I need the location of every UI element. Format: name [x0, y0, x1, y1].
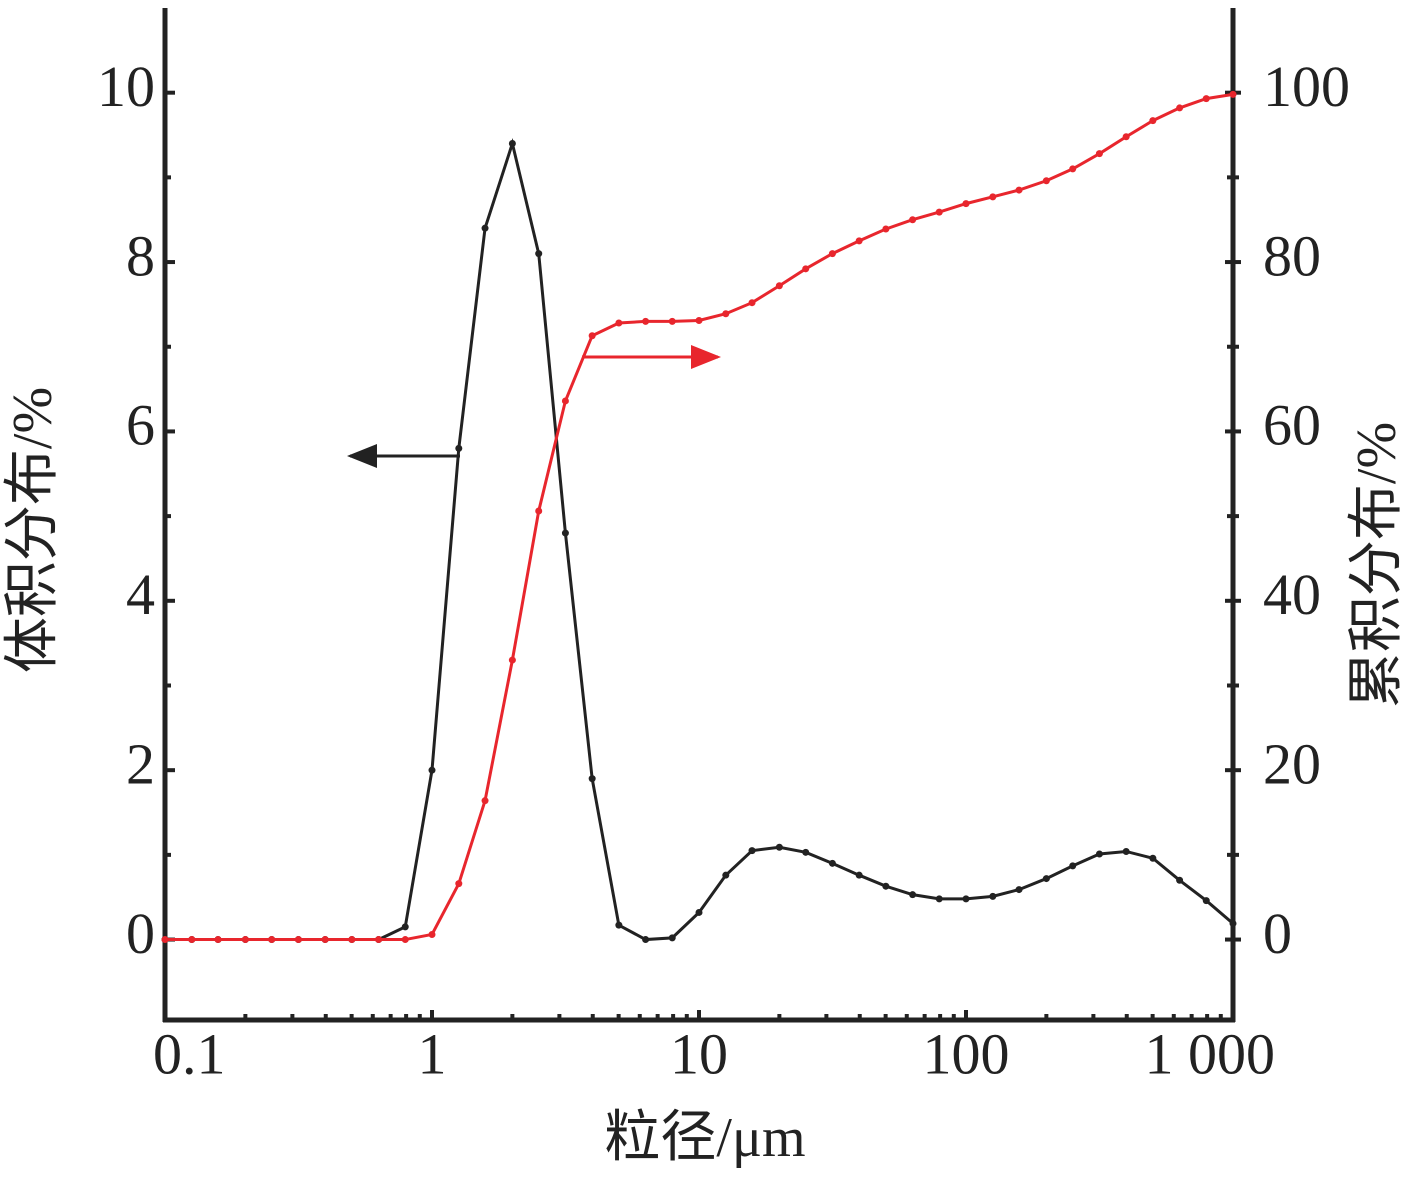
- data-point: [1015, 186, 1023, 194]
- data-point: [1149, 117, 1157, 125]
- data-point: [802, 265, 810, 273]
- data-point: [428, 766, 436, 774]
- data-point: [962, 895, 970, 903]
- data-point: [561, 397, 569, 405]
- y2-tick-label: 80: [1263, 223, 1321, 288]
- x-axis-label: 粒径/μm: [604, 1107, 805, 1169]
- data-point: [722, 871, 730, 879]
- data-point: [775, 282, 783, 290]
- y2-tick-label: 0: [1263, 901, 1292, 966]
- data-point: [748, 299, 756, 307]
- x-tick-label: 1: [418, 1021, 447, 1086]
- data-point: [1122, 847, 1130, 855]
- data-point: [321, 936, 329, 944]
- data-point: [935, 895, 943, 903]
- y-tick-label: 8: [126, 223, 155, 288]
- y-tick-label: 6: [126, 393, 155, 458]
- data-point: [1015, 886, 1023, 894]
- data-point: [695, 908, 703, 916]
- data-point: [401, 936, 409, 944]
- data-point: [268, 936, 276, 944]
- data-point: [508, 656, 516, 664]
- data-point: [375, 936, 383, 944]
- y-tick-label: 0: [126, 901, 155, 966]
- data-point: [668, 317, 676, 325]
- x-tick-label: 100: [923, 1021, 1010, 1086]
- data-point: [561, 529, 569, 537]
- data-point: [1122, 133, 1130, 141]
- data-point: [1229, 90, 1237, 98]
- x-tick-label: 10: [670, 1021, 728, 1086]
- data-point: [348, 936, 356, 944]
- data-point: [989, 193, 997, 201]
- y-tick-label: 10: [97, 54, 155, 119]
- data-point: [855, 871, 863, 879]
- data-point: [775, 843, 783, 851]
- y2-tick-label: 100: [1263, 54, 1350, 119]
- data-point: [1149, 854, 1157, 862]
- data-point: [1042, 177, 1050, 185]
- data-point: [1176, 876, 1184, 884]
- data-point: [1202, 897, 1210, 905]
- data-point: [455, 444, 463, 452]
- data-point: [1069, 862, 1077, 870]
- y-axis-label: 体积分布/%: [2, 387, 64, 673]
- data-point: [401, 923, 409, 931]
- data-point: [615, 921, 623, 929]
- data-point: [642, 936, 650, 944]
- data-point: [588, 775, 596, 783]
- y2-tick-label: 60: [1263, 393, 1321, 458]
- data-point: [748, 847, 756, 855]
- data-point: [1176, 104, 1184, 112]
- y2-axis-label: 累积分布/%: [1346, 422, 1408, 708]
- data-point: [882, 225, 890, 233]
- y-tick-label: 4: [126, 562, 155, 627]
- data-point: [802, 848, 810, 856]
- y2-tick-label: 40: [1263, 562, 1321, 627]
- series-line: [165, 92, 1234, 942]
- data-point: [214, 936, 222, 944]
- data-point: [935, 208, 943, 216]
- data-point: [1202, 95, 1210, 103]
- data-point: [642, 317, 650, 325]
- data-point: [428, 930, 436, 938]
- data-point: [909, 891, 917, 899]
- data-point: [828, 859, 836, 867]
- data-point: [241, 936, 249, 944]
- y-tick-label: 2: [126, 731, 155, 796]
- data-point: [535, 507, 543, 515]
- data-point: [828, 250, 836, 258]
- data-point: [882, 882, 890, 890]
- y2-tick-label: 20: [1263, 731, 1321, 796]
- data-point: [615, 319, 623, 327]
- x-tick-label: 1 000: [1145, 1021, 1276, 1086]
- data-point: [508, 139, 516, 147]
- data-point: [535, 250, 543, 258]
- data-point: [1042, 875, 1050, 883]
- x-tick-label: 0.1: [153, 1021, 226, 1086]
- data-point: [722, 310, 730, 318]
- series-line: [165, 137, 1234, 942]
- data-point: [481, 224, 489, 232]
- data-point: [455, 880, 463, 888]
- data-point: [695, 316, 703, 324]
- data-point: [1069, 165, 1077, 173]
- data-point: [588, 332, 596, 340]
- data-point: [909, 216, 917, 224]
- data-point: [188, 936, 196, 944]
- data-point: [1229, 919, 1237, 927]
- data-point: [294, 936, 302, 944]
- data-point: [1095, 150, 1103, 158]
- data-point: [962, 200, 970, 208]
- data-point: [161, 936, 169, 944]
- data-point: [481, 797, 489, 805]
- data-point: [668, 934, 676, 942]
- data-point: [1095, 850, 1103, 858]
- data-point: [855, 237, 863, 245]
- data-point: [989, 892, 997, 900]
